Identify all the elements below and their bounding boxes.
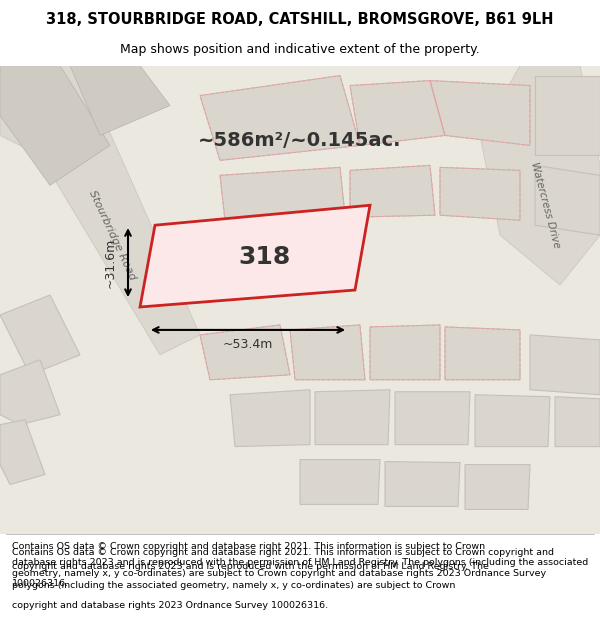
Polygon shape: [200, 76, 360, 161]
Polygon shape: [385, 462, 460, 506]
Polygon shape: [140, 205, 370, 307]
Text: copyright and database rights 2023 and is reproduced with the permission of HM L: copyright and database rights 2023 and i…: [12, 561, 489, 571]
Polygon shape: [465, 464, 530, 509]
Polygon shape: [535, 76, 600, 156]
Text: 318: 318: [239, 245, 291, 269]
Polygon shape: [0, 419, 45, 484]
Polygon shape: [220, 168, 345, 220]
Text: ~586m²/~0.145ac.: ~586m²/~0.145ac.: [198, 131, 402, 150]
Text: 318, STOURBRIDGE ROAD, CATSHILL, BROMSGROVE, B61 9LH: 318, STOURBRIDGE ROAD, CATSHILL, BROMSGR…: [46, 12, 554, 27]
Polygon shape: [0, 360, 60, 424]
Polygon shape: [0, 295, 80, 375]
Text: Stourbridge Road: Stourbridge Road: [87, 189, 137, 282]
Polygon shape: [555, 397, 600, 447]
Polygon shape: [445, 327, 520, 380]
Polygon shape: [480, 66, 600, 285]
Polygon shape: [70, 66, 170, 136]
Polygon shape: [350, 166, 435, 217]
Polygon shape: [0, 66, 200, 355]
Polygon shape: [0, 66, 110, 185]
Polygon shape: [530, 335, 600, 395]
Polygon shape: [370, 325, 440, 380]
Text: Contains OS data © Crown copyright and database right 2021. This information is : Contains OS data © Crown copyright and d…: [12, 542, 485, 551]
Polygon shape: [535, 166, 600, 235]
Polygon shape: [430, 81, 530, 146]
Text: Contains OS data © Crown copyright and database right 2021. This information is : Contains OS data © Crown copyright and d…: [12, 548, 588, 588]
Text: polygons (including the associated geometry, namely x, y co-ordinates) are subje: polygons (including the associated geome…: [12, 581, 455, 591]
Text: ~53.4m: ~53.4m: [223, 338, 273, 351]
Text: ~31.6m: ~31.6m: [104, 238, 116, 288]
Polygon shape: [300, 459, 380, 504]
Polygon shape: [315, 390, 390, 444]
Text: Map shows position and indicative extent of the property.: Map shows position and indicative extent…: [120, 42, 480, 56]
Text: Watercress Drive: Watercress Drive: [529, 161, 562, 249]
Polygon shape: [290, 325, 365, 380]
Polygon shape: [200, 325, 290, 380]
Polygon shape: [350, 81, 445, 146]
Polygon shape: [440, 168, 520, 220]
Text: copyright and database rights 2023 Ordnance Survey 100026316.: copyright and database rights 2023 Ordna…: [12, 601, 328, 611]
Polygon shape: [475, 395, 550, 447]
Polygon shape: [230, 390, 310, 447]
Polygon shape: [395, 392, 470, 444]
